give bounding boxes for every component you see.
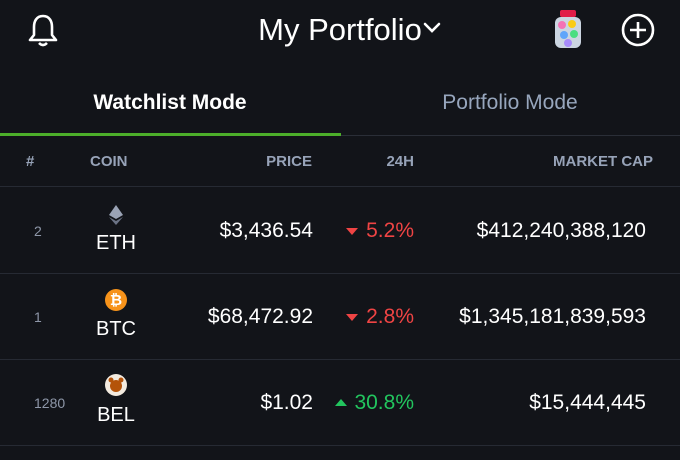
add-button[interactable] (620, 12, 656, 48)
market-cap: $412,240,388,120 (476, 219, 646, 242)
row-divider (0, 445, 680, 446)
tab-indicator (0, 133, 341, 136)
tab-watchlist[interactable]: Watchlist Mode (93, 91, 247, 114)
tab-portfolio[interactable]: Portfolio Mode (442, 91, 578, 114)
market-cap: $15,444,445 (529, 391, 646, 414)
change: 2.8% (366, 305, 414, 328)
dropdown-chevron[interactable] (422, 20, 442, 36)
price: $1.02 (260, 391, 313, 414)
column-header[interactable]: # (26, 153, 35, 170)
trend-arrow (334, 399, 347, 406)
row-divider (0, 359, 680, 360)
price: $68,472.92 (207, 305, 313, 328)
coin-symbol: BTC (96, 318, 136, 340)
market-cap: $1,345,181,839,593 (459, 305, 646, 328)
rank: 1280 (34, 395, 66, 411)
bell-icon[interactable] (26, 12, 60, 48)
trend-arrow (346, 314, 359, 321)
btc-icon: ₿ (105, 289, 127, 311)
price: $3,436.54 (219, 219, 313, 242)
column-header[interactable]: 24H (386, 153, 414, 170)
portfolio-title[interactable]: My Portfolio (0, 10, 680, 50)
rank: 1 (34, 309, 42, 325)
svg-text:₿: ₿ (110, 291, 122, 309)
row-divider (0, 273, 680, 274)
column-header[interactable]: MARKET CAP (553, 153, 653, 170)
rank: 2 (34, 223, 42, 239)
eth-icon (109, 205, 123, 225)
change: 5.2% (366, 219, 414, 242)
coin-symbol: ETH (96, 232, 136, 254)
trend-arrow (346, 228, 359, 235)
column-header[interactable]: PRICE (266, 153, 312, 170)
row-divider (0, 186, 680, 187)
jar-icon[interactable] (552, 8, 584, 50)
title-text[interactable]: My Portfolio (258, 12, 422, 47)
column-header[interactable]: COIN (90, 153, 128, 170)
coin-symbol: BEL (97, 404, 135, 426)
change: 30.8% (354, 391, 414, 414)
bel-icon (105, 374, 127, 396)
